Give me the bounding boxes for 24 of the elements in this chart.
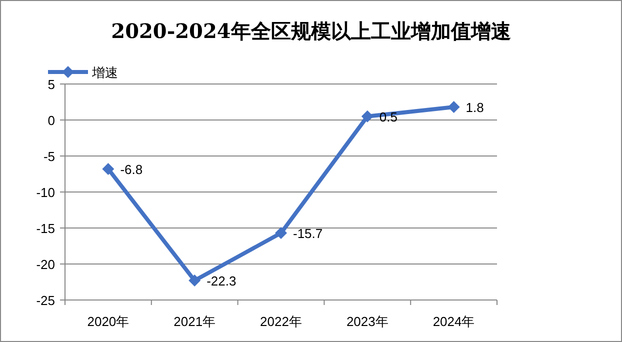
y-tick-label: -15 <box>36 221 55 236</box>
legend-label: 增速 <box>91 65 118 80</box>
data-label: -6.8 <box>120 162 143 177</box>
y-tick-label: -25 <box>36 293 55 308</box>
y-tick-label: 5 <box>48 77 55 92</box>
x-tick-label: 2024年 <box>432 314 475 329</box>
chart-title: 2020-2024年全区规模以上工业增加值增速 <box>111 19 511 43</box>
y-tick-label: 0 <box>48 113 55 128</box>
x-tick-label: 2022年 <box>260 314 302 329</box>
data-label: -22.3 <box>206 274 236 289</box>
point <box>188 274 201 287</box>
data-label: 0.5 <box>379 109 398 124</box>
point <box>275 227 287 240</box>
y-tick-label: -5 <box>43 149 55 164</box>
y-tick-label: -10 <box>36 185 55 200</box>
data-label: -15.7 <box>293 226 323 242</box>
x-tick-label: 2021年 <box>174 314 216 329</box>
y-tick-label: -20 <box>36 257 55 272</box>
data-label: 1.8 <box>466 100 484 116</box>
point <box>102 162 114 175</box>
x-tick-label: 2023年 <box>346 314 388 329</box>
point <box>361 110 374 122</box>
x-tick-label: 2020年 <box>87 314 130 329</box>
point <box>448 101 460 114</box>
